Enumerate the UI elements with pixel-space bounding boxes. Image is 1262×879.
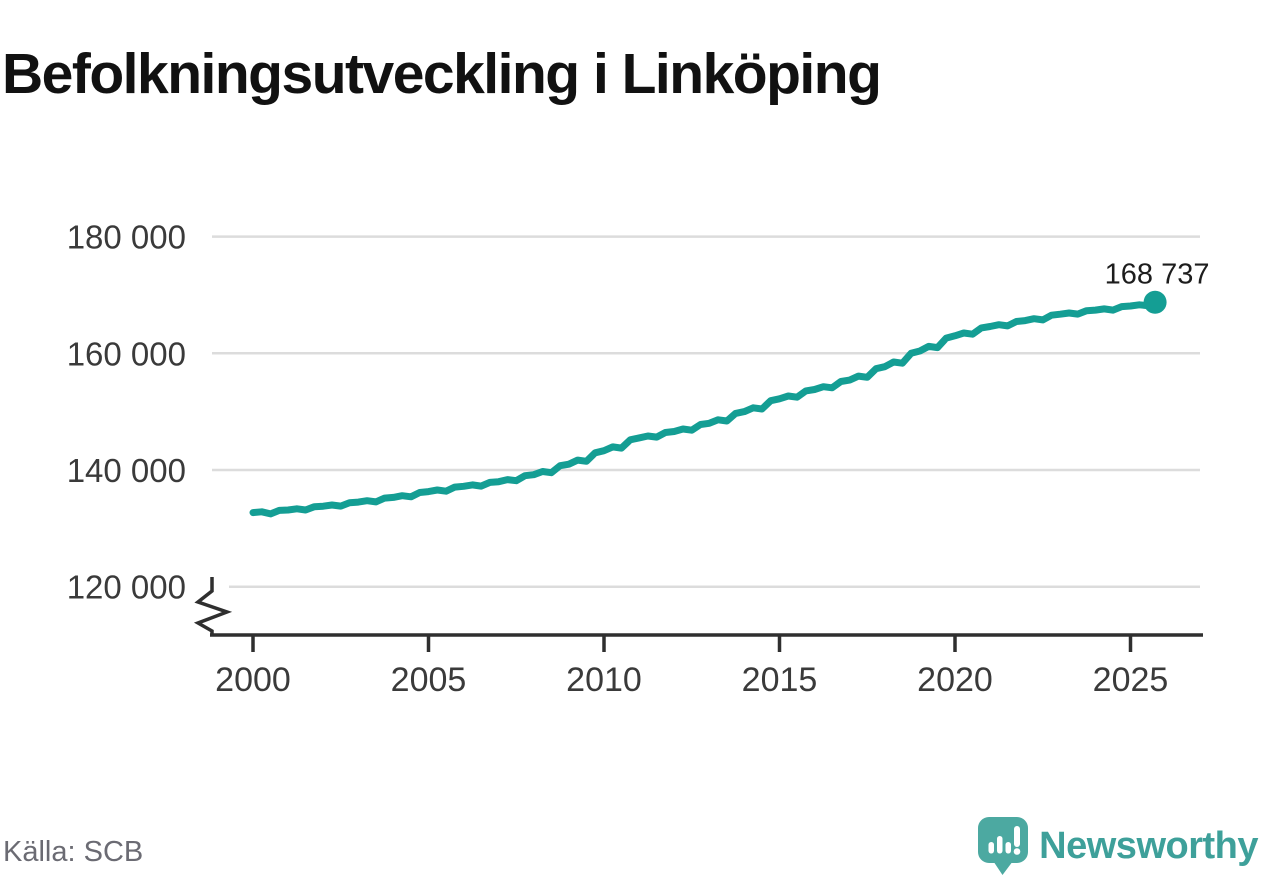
x-tick-label: 2005 <box>391 661 467 699</box>
logo-bar-3 <box>1005 842 1012 854</box>
x-tick-label: 2000 <box>215 661 291 699</box>
newsworthy-branding: Newsworthy <box>978 817 1258 875</box>
y-tick-label: 180 000 <box>67 219 186 256</box>
x-tick-label: 2015 <box>742 661 818 699</box>
end-point-dot <box>1143 290 1167 314</box>
source-caption: Källa: SCB <box>3 836 144 868</box>
chart-title: Befolkningsutveckling i Linköping <box>2 42 882 107</box>
y-axis-labels: 120 000 140 000 160 000 180 000 <box>67 219 186 606</box>
population-series-line <box>249 298 1159 518</box>
logo-bar-2 <box>997 836 1003 854</box>
logo-bar-1 <box>988 842 995 854</box>
newsworthy-wordmark: Newsworthy <box>1039 824 1258 867</box>
y-tick-label: 160 000 <box>67 335 186 372</box>
y-axis-break-icon <box>193 577 233 636</box>
y-tick-label: 140 000 <box>67 452 186 489</box>
y-tick-label: 120 000 <box>67 569 186 606</box>
newsworthy-speech-bubble-chart-icon <box>978 817 1029 875</box>
x-tick-label: 2025 <box>1093 661 1169 699</box>
x-axis-labels: 2000 2005 2010 2015 2020 2025 <box>215 661 1168 699</box>
logo-exclamation-bar <box>1014 826 1021 847</box>
x-tick-label: 2010 <box>566 661 642 699</box>
x-axis-ticks <box>251 635 1133 652</box>
end-point-value-label: 168 737 <box>1105 258 1210 290</box>
x-tick-label: 2020 <box>917 661 993 699</box>
logo-exclamation-dot <box>1013 848 1021 855</box>
gridlines <box>212 235 1200 588</box>
